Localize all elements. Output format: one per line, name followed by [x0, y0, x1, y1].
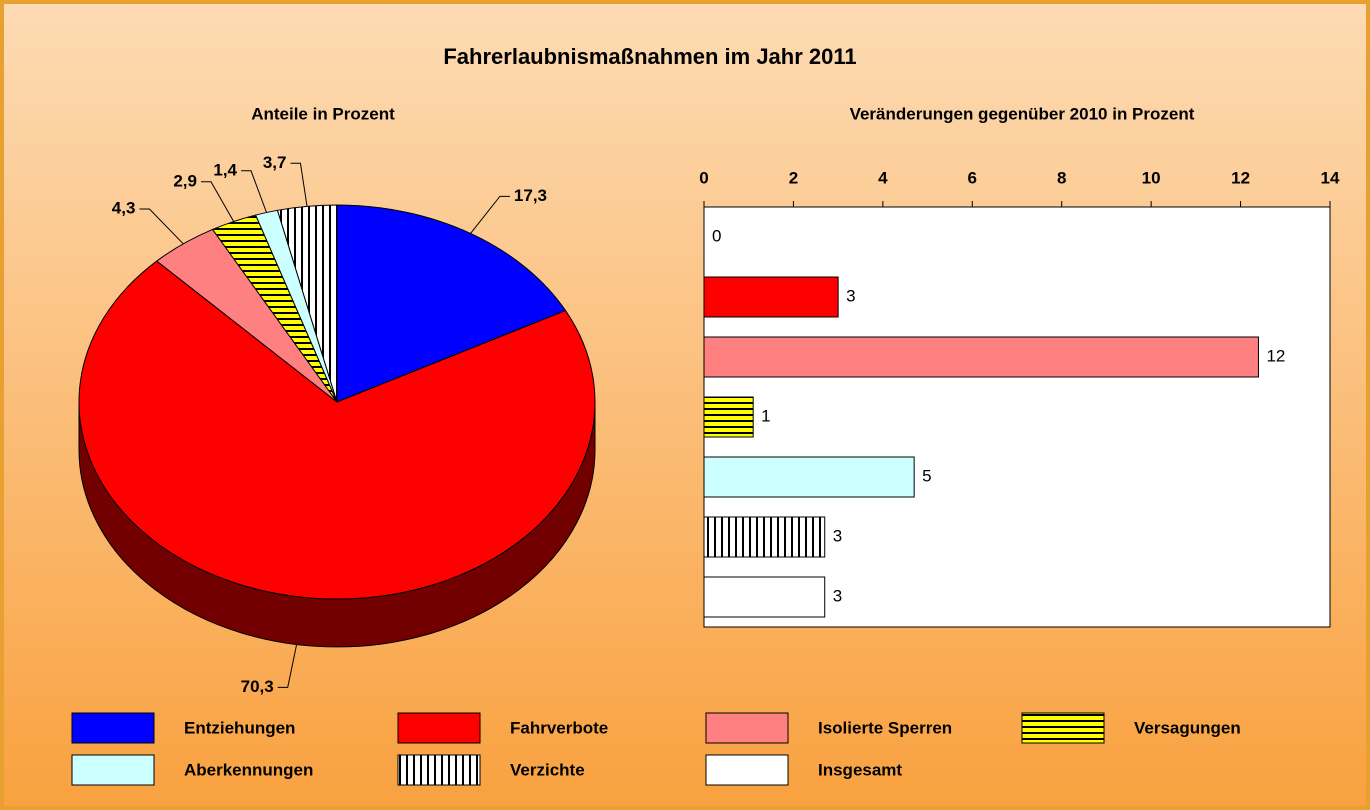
bar	[703, 276, 839, 318]
data-label: 3	[833, 586, 842, 605]
legend-label: Insgesamt	[818, 760, 902, 779]
data-label: 4,3	[112, 198, 136, 217]
data-label: 70,3	[241, 677, 274, 696]
pie-slice	[336, 204, 567, 403]
bar	[703, 516, 826, 558]
leader-line	[290, 162, 308, 207]
leader-line	[277, 644, 298, 688]
x-tick-label: 14	[1321, 168, 1340, 187]
legend-swatch	[397, 754, 481, 786]
legend-swatch	[397, 712, 481, 744]
chart-title: Fahrerlaubnismaßnahmen im Jahr 2011	[443, 44, 856, 69]
legend-label: Versagungen	[1134, 718, 1241, 737]
data-label: 12	[1266, 346, 1285, 365]
legend-label: Isolierte Sperren	[818, 718, 952, 737]
x-tick-label: 6	[968, 168, 977, 187]
data-label: 2,9	[173, 171, 197, 190]
legend-swatch	[705, 754, 789, 786]
x-tick-label: 10	[1142, 168, 1161, 187]
legend-label: Entziehungen	[184, 718, 295, 737]
x-tick-label: 8	[1057, 168, 1066, 187]
legend-swatch	[71, 754, 155, 786]
legend-swatch	[1021, 712, 1105, 744]
bar-title: Veränderungen gegenüber 2010 in Prozent	[850, 104, 1195, 123]
data-label: 3,7	[263, 153, 287, 172]
data-label: 1	[761, 406, 770, 425]
leader-line	[241, 170, 267, 213]
pie-slice	[78, 260, 596, 600]
bar	[703, 456, 915, 498]
legend-swatch	[71, 712, 155, 744]
data-label: 3	[833, 526, 842, 545]
pie-title: Anteile in Prozent	[251, 104, 395, 123]
bar	[703, 336, 1259, 378]
data-label: 5	[922, 466, 931, 485]
data-label: 3	[846, 286, 855, 305]
data-label: 1,4	[213, 160, 237, 179]
legend-label: Verzichte	[510, 760, 585, 779]
legend-label: Fahrverbote	[510, 718, 608, 737]
data-label: 17,3	[514, 186, 547, 205]
x-tick-label: 2	[789, 168, 798, 187]
legend-swatch	[705, 712, 789, 744]
leader-line	[139, 208, 184, 245]
bar	[703, 576, 826, 618]
x-tick-label: 0	[699, 168, 708, 187]
leader-line	[200, 181, 235, 222]
x-tick-label: 12	[1231, 168, 1250, 187]
legend-label: Aberkennungen	[184, 760, 313, 779]
x-tick-label: 4	[878, 168, 888, 187]
pie-slice	[276, 204, 338, 403]
bar	[703, 396, 754, 438]
leader-line	[470, 195, 510, 234]
data-label: 0	[712, 226, 721, 245]
plot-area	[703, 206, 1331, 628]
